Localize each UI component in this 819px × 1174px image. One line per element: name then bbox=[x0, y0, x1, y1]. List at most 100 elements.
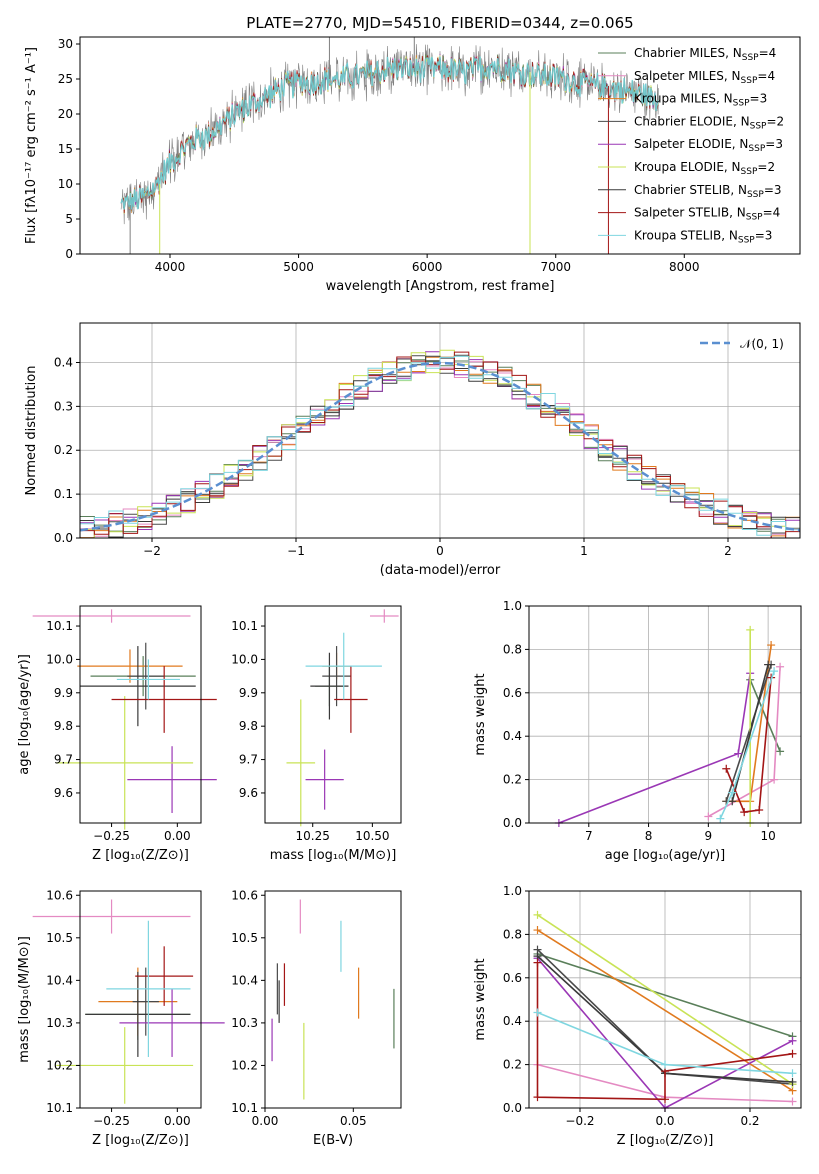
x-axis-label: Z [log₁₀(Z/Z⊙)] bbox=[617, 1133, 714, 1148]
weight-marker bbox=[533, 1008, 542, 1017]
y-tick-label: 10.0 bbox=[46, 652, 73, 666]
plot-area bbox=[554, 625, 785, 827]
y-tick-label: 10.3 bbox=[46, 1016, 73, 1030]
weight-marker bbox=[746, 625, 755, 634]
axes-frame bbox=[528, 605, 802, 824]
y-tick-label: 9.8 bbox=[54, 719, 73, 733]
weight-marker bbox=[661, 1060, 669, 1069]
y-tick-label: 10.2 bbox=[231, 1058, 258, 1072]
y-axis-label: mass [log₁₀(M/M⊙)] bbox=[17, 936, 32, 1063]
legend-subscript: SSP bbox=[746, 213, 763, 223]
x-tick-label: 0.2 bbox=[740, 1114, 759, 1128]
plot-area bbox=[120, 37, 659, 254]
legend-label: Kroupa STELIB, NSSP=3 bbox=[634, 228, 772, 245]
y-tick-label: 0.2 bbox=[503, 1058, 522, 1072]
y-tick-label: 0.1 bbox=[54, 487, 73, 501]
weight-marker bbox=[755, 805, 764, 814]
y-tick-label: 0.2 bbox=[54, 443, 73, 457]
legend-subscript: SSP bbox=[742, 53, 759, 63]
y-tick-label: 0.8 bbox=[503, 642, 522, 656]
y-tick-label: 10.1 bbox=[231, 1101, 258, 1115]
axes-frame bbox=[264, 605, 402, 824]
x-tick-label: 10.50 bbox=[355, 829, 389, 843]
y-axis-label: Normed distribution bbox=[24, 366, 39, 496]
weight-marker bbox=[767, 641, 776, 650]
mass-vs-metallicity-panel: −0.25 0.00 10.1 10.2 10.3 10.4 10.5 10.6 Z [log₁… bbox=[17, 888, 225, 1148]
weight-vs-metallicity-panel: −0.2 0.0 0.2 0.0 0.2 0.4 0.6 0.8 1.0 Z [log₁₀(Z/Z… bbox=[473, 884, 802, 1148]
y-tick-label: 10.6 bbox=[46, 888, 73, 902]
legend-label: Chabrier STELIB, NSSP=3 bbox=[634, 183, 782, 200]
weight-line bbox=[537, 914, 793, 1085]
residuals-panel: −2 −1 0 1 2 0.0 0.1 0.2 0.3 0.4 (data-model)/error… bbox=[24, 322, 801, 578]
legend-nssp: =4 bbox=[763, 206, 781, 220]
x-tick-label: 5000 bbox=[283, 260, 314, 274]
weight-line bbox=[749, 679, 781, 752]
x-tick-label: 8 bbox=[645, 829, 653, 843]
legend-subscript: SSP bbox=[733, 99, 750, 109]
y-tick-label: 0.0 bbox=[54, 531, 73, 545]
legend: Chabrier MILES, NSSP=4 Salpeter MILES, NS… bbox=[598, 46, 784, 245]
x-tick-label: 0.00 bbox=[252, 1114, 279, 1128]
weight-marker bbox=[788, 1097, 797, 1106]
y-tick-label: 0.3 bbox=[54, 399, 73, 413]
weight-marker bbox=[764, 660, 773, 669]
y-tick-label: 20 bbox=[58, 107, 73, 121]
x-tick-label: 10.25 bbox=[296, 829, 330, 843]
legend-nssp: =3 bbox=[764, 183, 782, 197]
y-tick-label: 0.0 bbox=[503, 816, 522, 830]
x-axis-label: wavelength [Angstrom, rest frame] bbox=[326, 279, 555, 294]
normal-legend-label: 𝒩(0, 1) bbox=[740, 337, 784, 351]
axes-frame bbox=[79, 605, 202, 824]
age-vs-metallicity-panel: −0.25 0.00 9.6 9.7 9.8 9.9 10.0 10.1 Z [log₁₀(Z/… bbox=[17, 605, 217, 863]
axes-frame bbox=[79, 36, 801, 255]
weight-marker bbox=[728, 788, 737, 797]
legend-nssp: =4 bbox=[757, 69, 775, 83]
plot-area bbox=[271, 899, 395, 1100]
weight-marker bbox=[533, 910, 542, 919]
y-tick-label: 9.7 bbox=[239, 753, 258, 767]
y-tick-label: 10.4 bbox=[46, 973, 73, 987]
y-axis-label: mass weight bbox=[473, 958, 488, 1040]
x-tick-label: 10 bbox=[760, 829, 775, 843]
y-tick-label: 9.8 bbox=[239, 719, 258, 733]
x-tick-label: 0 bbox=[436, 544, 444, 558]
normal-curve bbox=[80, 361, 800, 532]
x-tick-label: 0.00 bbox=[164, 829, 191, 843]
x-tick-label: 4000 bbox=[155, 260, 186, 274]
y-tick-label: 9.6 bbox=[54, 786, 73, 800]
y-tick-label: 9.7 bbox=[54, 753, 73, 767]
weight-line bbox=[731, 664, 769, 802]
y-tick-label: 0.0 bbox=[503, 1101, 522, 1115]
y-tick-label: 10.1 bbox=[46, 619, 73, 633]
y-tick-label: 0.4 bbox=[54, 355, 73, 369]
plot-area bbox=[32, 609, 217, 830]
legend-label: Salpeter STELIB, NSSP=4 bbox=[634, 206, 780, 223]
y-tick-label: 15 bbox=[58, 142, 73, 156]
legend-label: Salpeter MILES, NSSP=4 bbox=[634, 69, 775, 86]
y-tick-label: 10.1 bbox=[231, 619, 258, 633]
y-tick-label: 0 bbox=[65, 247, 73, 261]
y-tick-label: 1.0 bbox=[503, 884, 522, 898]
x-axis-label: Z [log₁₀(Z/Z⊙)] bbox=[92, 848, 189, 863]
plot-area bbox=[533, 910, 797, 1112]
weight-marker bbox=[728, 797, 737, 806]
x-axis-label: E(B-V) bbox=[313, 1133, 353, 1148]
axes-frame bbox=[264, 890, 402, 1109]
y-tick-label: 0.2 bbox=[503, 773, 522, 787]
legend-subscript: SSP bbox=[748, 144, 765, 154]
mass-vs-ebv-panel: 0.00 0.05 10.1 10.2 10.3 10.4 10.5 10.6 E(B-V) bbox=[231, 888, 402, 1148]
x-tick-label: 0.05 bbox=[340, 1114, 367, 1128]
legend-label: Chabrier MILES, NSSP=4 bbox=[634, 46, 776, 63]
weight-marker bbox=[788, 1049, 797, 1058]
x-tick-label: −0.25 bbox=[93, 1114, 130, 1128]
x-tick-label: −1 bbox=[287, 544, 305, 558]
weight-marker bbox=[788, 1069, 797, 1078]
legend-label: Kroupa ELODIE, NSSP=2 bbox=[634, 160, 775, 177]
weight-line bbox=[725, 677, 772, 813]
y-tick-label: 0.8 bbox=[503, 927, 522, 941]
x-axis-label: age [log₁₀(age/yr)] bbox=[605, 848, 726, 863]
weight-marker bbox=[704, 812, 713, 821]
y-tick-label: 10.4 bbox=[231, 973, 258, 987]
weight-marker bbox=[734, 749, 743, 758]
legend-subscript: SSP bbox=[738, 235, 755, 245]
